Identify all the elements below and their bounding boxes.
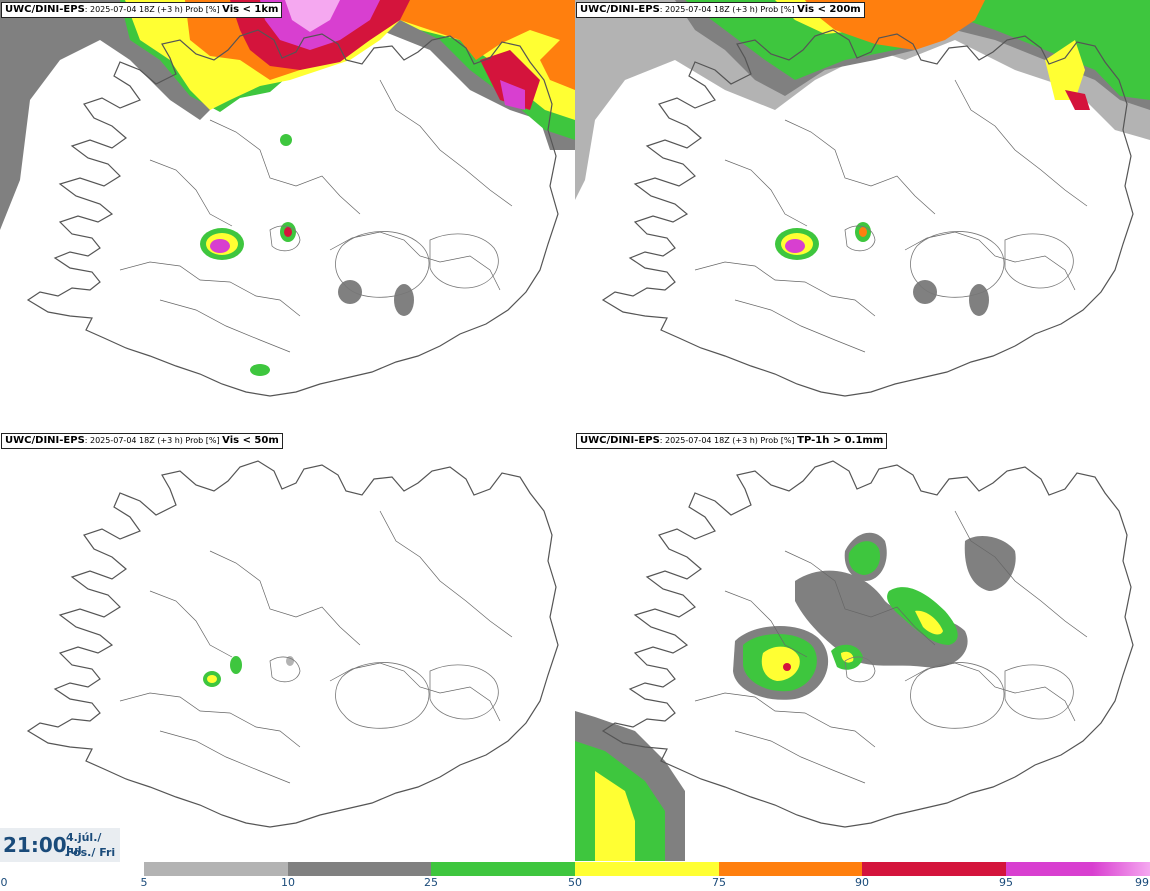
colorbar-tick: 5: [140, 876, 148, 889]
fog-prob-95: [260, 0, 525, 110]
colorbar-tick: 99: [1135, 876, 1149, 889]
map-precip: [575, 460, 1134, 861]
colorbar-tick: 10: [281, 876, 295, 889]
map-panel-vis-1km: UWC/DINI-EPS: 2025-07-04 18Z (+3 h) Prob…: [0, 0, 575, 430]
panel-title: UWC/DINI-EPS: 2025-07-04 18Z (+3 h) Prob…: [1, 433, 283, 449]
valid-time-box: 21:00 4.júl./ Jul Fös./ Fri: [0, 828, 120, 862]
fog-prob-99: [285, 0, 340, 32]
colorbar-tick: 90: [855, 876, 869, 889]
panel-variable: TP-1h > 0.1mm: [797, 435, 884, 446]
probability-colorbar: 0 5 10 25 50 75 90 95 99: [0, 862, 1150, 891]
panel-source: UWC/DINI-EPS: [5, 4, 85, 15]
panel-meta: : 2025-07-04 18Z (+3 h) Prob [%]: [659, 5, 798, 14]
colorbar-tick: 25: [424, 876, 438, 889]
panel-variable: Vis < 200m: [797, 4, 861, 15]
colorbar-segment-75: [719, 862, 862, 876]
fog-blob-inland: [200, 134, 414, 376]
map-panel-precip: UWC/DINI-EPS: 2025-07-04 18Z (+3 h) Prob…: [575, 431, 1150, 861]
colorbar-segment-10: [288, 862, 431, 876]
map-vis-50m: [27, 460, 559, 828]
panel-title: UWC/DINI-EPS: 2025-07-04 18Z (+3 h) Prob…: [576, 433, 888, 449]
precip-inland: [733, 532, 1016, 700]
valid-date: 4.júl./ Jul: [66, 831, 102, 857]
fog-blob-inland: [203, 656, 294, 687]
fog-prob-25: [685, 0, 1150, 100]
colorbar-segment-95: [1006, 862, 1150, 876]
map-panel-vis-200m: UWC/DINI-EPS: 2025-07-04 18Z (+3 h) Prob…: [575, 0, 1150, 430]
colorbar-segment-5: [144, 862, 288, 876]
panel-variable: Vis < 1km: [222, 4, 279, 15]
colorbar-segment-50: [575, 862, 719, 876]
precip-southwest: [575, 711, 685, 861]
map-panel-vis-50m: UWC/DINI-EPS: 2025-07-04 18Z (+3 h) Prob…: [0, 431, 575, 861]
fog-blob-inland: [775, 222, 989, 316]
panel-meta: : 2025-07-04 18Z (+3 h) Prob [%]: [84, 436, 223, 445]
valid-weekday: Fös./ Fri: [66, 846, 116, 859]
map-vis-200m: [575, 0, 1150, 397]
panel-meta: : 2025-07-04 18Z (+3 h) Prob [%]: [84, 5, 223, 14]
coastline-outline: [27, 460, 559, 828]
panel-source: UWC/DINI-EPS: [580, 4, 660, 15]
panel-meta: : 2025-07-04 18Z (+3 h) Prob [%]: [659, 436, 798, 445]
panel-title: UWC/DINI-EPS: 2025-07-04 18Z (+3 h) Prob…: [576, 2, 865, 18]
valid-time: 21:00: [3, 833, 67, 857]
panel-title: UWC/DINI-EPS: 2025-07-04 18Z (+3 h) Prob…: [1, 2, 283, 18]
fog-prob-10: [0, 0, 575, 230]
fog-prob-90: [1065, 90, 1090, 110]
colorbar-tick: 0: [0, 876, 8, 889]
colorbar-segment-25: [431, 862, 575, 876]
panel-variable: Vis < 50m: [222, 435, 279, 446]
map-vis-1km: [0, 0, 575, 397]
colorbar-tick: 50: [568, 876, 582, 889]
colorbar-segment-90: [862, 862, 1006, 876]
panel-source: UWC/DINI-EPS: [5, 435, 85, 446]
colorbar-tick: 75: [712, 876, 726, 889]
colorbar-tick: 95: [999, 876, 1013, 889]
fog-prob-5: [575, 0, 1150, 200]
panel-source: UWC/DINI-EPS: [580, 435, 660, 446]
